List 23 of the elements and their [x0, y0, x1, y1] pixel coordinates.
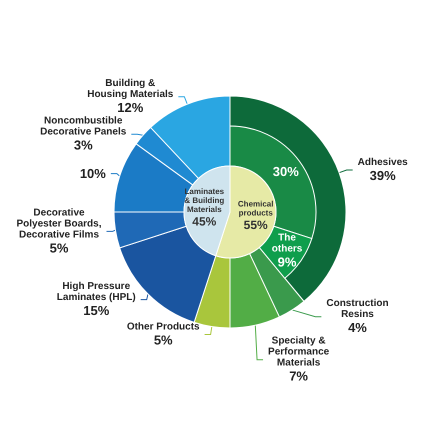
data-label: 55% [244, 218, 268, 232]
data-label: 7% [289, 368, 308, 384]
slice-label: Specialty & Performance Materials [268, 336, 330, 369]
slice-label: Other Products [126, 321, 200, 332]
slice-label: Construction Resins [326, 298, 389, 320]
data-label: 5% [50, 240, 69, 256]
slice-label: Decorative Polyester Boards, Decorative Films [16, 207, 102, 240]
data-label: 39% [370, 168, 396, 183]
data-label: 45% [192, 214, 217, 228]
slice-label: The others [272, 232, 303, 254]
data-label: 10% [80, 166, 106, 182]
data-label: 3% [74, 138, 94, 153]
slice-label: Chemical products [238, 200, 274, 218]
data-label: 9% [278, 254, 297, 270]
slice-label: Building & Housing Materials [87, 78, 174, 100]
slice-label: Adhesives [358, 156, 408, 168]
data-label: 4% [348, 320, 368, 336]
data-label: 12% [117, 100, 144, 116]
slice-label: High Pressure Laminates (HPL) [56, 281, 136, 304]
slice-label: Noncombustible Decorative Panels [40, 116, 127, 138]
data-label: 5% [154, 332, 174, 348]
data-label: 30% [272, 164, 300, 179]
data-label: 15% [83, 303, 110, 318]
